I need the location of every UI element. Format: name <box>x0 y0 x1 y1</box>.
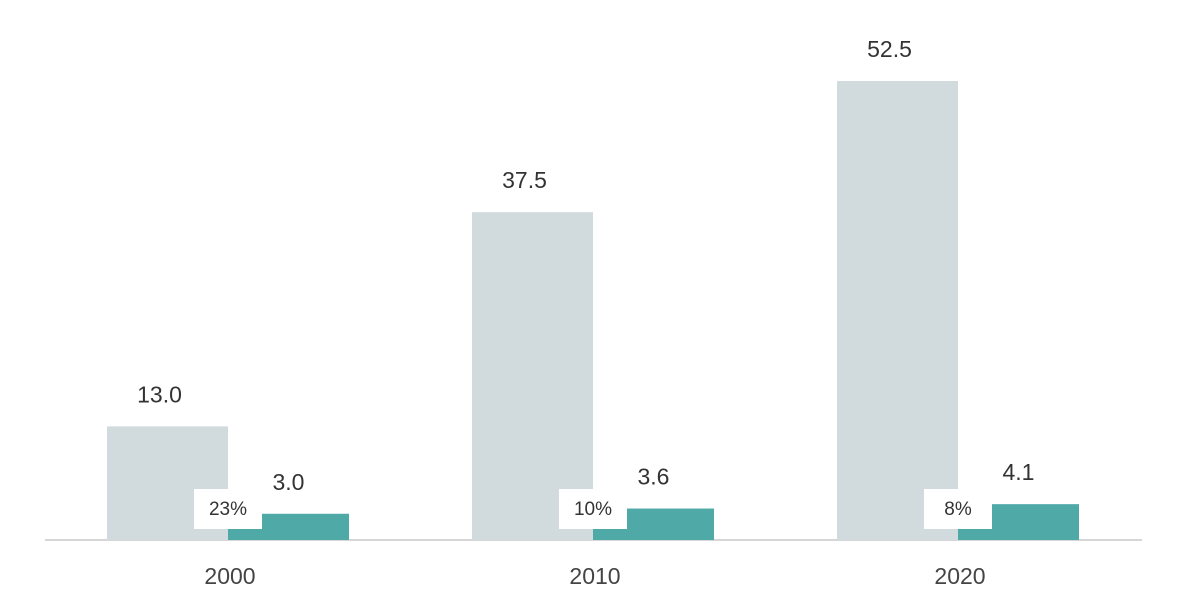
value-label: 13.0 <box>137 381 182 407</box>
value-label: 4.1 <box>1003 459 1035 485</box>
value-label: 37.5 <box>502 167 547 193</box>
annotation-box <box>194 489 262 529</box>
value-label: 52.5 <box>867 36 912 62</box>
annotation: 8% <box>944 499 972 520</box>
annotation: 10% <box>574 499 612 520</box>
annotation-box <box>924 489 992 529</box>
annotation-box <box>559 489 627 529</box>
bar <box>837 80 958 541</box>
x-tick-label: 2020 <box>934 563 985 589</box>
x-tick-label: 2010 <box>569 563 620 589</box>
value-label: 3.0 <box>273 469 305 495</box>
bar <box>472 212 593 540</box>
value-label: 3.6 <box>638 464 670 490</box>
annotation: 23% <box>209 499 247 520</box>
x-tick-label: 2000 <box>204 563 255 589</box>
